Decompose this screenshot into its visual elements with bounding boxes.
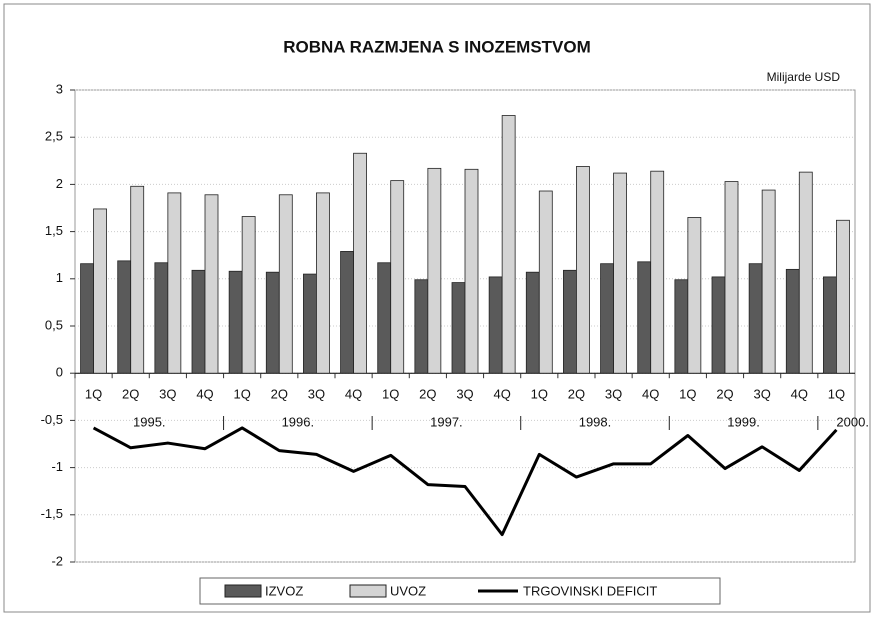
bar (191, 269, 206, 374)
legend-box (199, 577, 721, 605)
x-tick-label: 4Q (791, 386, 808, 401)
bar (265, 271, 280, 374)
year-label: 1995. (133, 414, 166, 429)
legend-label: TRGOVINSKI DEFICIT (523, 583, 657, 598)
x-tick-label: 3Q (456, 386, 473, 401)
bar (785, 268, 800, 374)
bar (167, 192, 182, 374)
bar (761, 189, 776, 374)
bar (117, 260, 132, 374)
bar (427, 167, 442, 374)
bar (154, 262, 169, 374)
year-label: 1998. (579, 414, 612, 429)
bar (464, 168, 479, 374)
bar (228, 270, 243, 374)
line (92, 426, 838, 537)
x-tick-label: 1Q (828, 386, 845, 401)
bar (836, 219, 850, 374)
bar (563, 269, 577, 374)
bar (600, 263, 614, 374)
bar (748, 263, 763, 374)
bar (711, 276, 726, 374)
year-label: 1996. (282, 414, 315, 429)
year-label: 2000. (836, 414, 869, 429)
bar (353, 152, 367, 374)
y-tick-label: 1 (56, 270, 63, 285)
bar (130, 185, 145, 374)
legend-label: IZVOZ (265, 583, 303, 598)
bar (451, 282, 466, 374)
bar (316, 192, 330, 374)
legend-swatch (349, 584, 387, 598)
y-tick-label: -0,5 (41, 412, 63, 427)
bar (340, 251, 354, 374)
legend-label: UVOZ (390, 583, 426, 598)
y-tick-label: 0,5 (45, 317, 63, 332)
x-tick-label: 1Q (531, 386, 548, 401)
x-tick-label: 2Q (271, 386, 288, 401)
x-tick-label: 3Q (308, 386, 325, 401)
bar (576, 166, 590, 374)
x-tick-label: 4Q (196, 386, 213, 401)
x-tick-label: 2Q (122, 386, 139, 401)
bar (674, 279, 689, 374)
bar (278, 194, 293, 374)
bar (204, 194, 219, 374)
y-tick-label: 1,5 (45, 223, 63, 238)
bar (538, 190, 553, 374)
y-tick-label: -2 (51, 553, 63, 568)
bar (724, 181, 739, 374)
y-tick-label: -1,5 (41, 506, 63, 521)
bar (798, 171, 813, 374)
year-label: 1999. (727, 414, 760, 429)
bar (525, 271, 540, 374)
bar (501, 115, 516, 374)
x-tick-label: 2Q (568, 386, 585, 401)
bar (303, 273, 317, 374)
y-tick-label: 2 (56, 176, 63, 191)
bar (488, 276, 503, 374)
bar (823, 276, 837, 374)
x-tick-label: 2Q (419, 386, 436, 401)
x-tick-label: 4Q (642, 386, 659, 401)
x-tick-label: 4Q (493, 386, 510, 401)
x-tick-label: 1Q (382, 386, 399, 401)
x-tick-label: 4Q (345, 386, 362, 401)
y-tick-label: 3 (56, 81, 63, 96)
y-tick-label: 2,5 (45, 129, 63, 144)
x-tick-label: 3Q (605, 386, 622, 401)
x-tick-label: 3Q (159, 386, 176, 401)
y-tick-label: 0 (56, 365, 63, 380)
y-tick-label: -1 (51, 459, 63, 474)
x-tick-label: 1Q (233, 386, 250, 401)
bar (613, 172, 627, 374)
legend-swatch (224, 584, 262, 598)
x-tick-label: 3Q (753, 386, 770, 401)
bar (414, 279, 429, 374)
bar (637, 261, 652, 374)
unit-label: Milijarde USD (767, 70, 841, 84)
year-label: 1997. (430, 414, 463, 429)
chart-title: ROBNA RAZMJENA S INOZEMSTVOM (283, 37, 591, 56)
bar (650, 170, 665, 374)
bar (80, 263, 94, 374)
x-tick-label: 1Q (85, 386, 102, 401)
bar (687, 217, 702, 374)
bar (241, 216, 256, 374)
x-tick-label: 2Q (716, 386, 733, 401)
bar (377, 262, 392, 374)
bar (390, 180, 405, 374)
bar (93, 208, 107, 374)
x-tick-label: 1Q (679, 386, 696, 401)
